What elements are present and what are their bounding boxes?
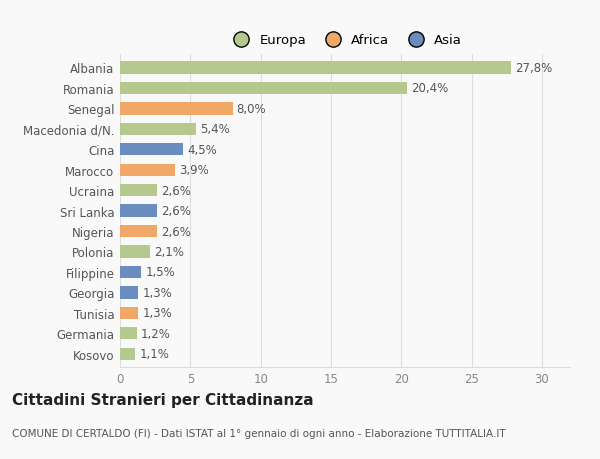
Bar <box>120 266 141 279</box>
Text: Cittadini Stranieri per Cittadinanza: Cittadini Stranieri per Cittadinanza <box>12 392 314 407</box>
Text: 4,5%: 4,5% <box>187 144 217 157</box>
Bar <box>120 327 137 340</box>
Bar <box>120 83 407 95</box>
Bar <box>120 225 157 238</box>
Bar <box>120 307 138 319</box>
Text: 1,5%: 1,5% <box>145 266 175 279</box>
Text: COMUNE DI CERTALDO (FI) - Dati ISTAT al 1° gennaio di ogni anno - Elaborazione T: COMUNE DI CERTALDO (FI) - Dati ISTAT al … <box>12 428 506 438</box>
Text: 2,6%: 2,6% <box>161 225 191 238</box>
Text: 2,6%: 2,6% <box>161 205 191 218</box>
Text: 1,2%: 1,2% <box>141 327 171 340</box>
Text: 3,9%: 3,9% <box>179 164 209 177</box>
Bar <box>120 286 138 299</box>
Bar <box>120 164 175 176</box>
Text: 8,0%: 8,0% <box>237 103 266 116</box>
Bar <box>120 185 157 197</box>
Text: 1,3%: 1,3% <box>143 286 172 299</box>
Bar <box>120 144 183 156</box>
Bar <box>120 348 136 360</box>
Text: 27,8%: 27,8% <box>515 62 553 75</box>
Text: 20,4%: 20,4% <box>411 82 448 95</box>
Text: 2,6%: 2,6% <box>161 184 191 197</box>
Bar <box>120 62 511 74</box>
Bar <box>120 123 196 136</box>
Bar <box>120 205 157 217</box>
Bar <box>120 246 149 258</box>
Text: 5,4%: 5,4% <box>200 123 230 136</box>
Text: 1,1%: 1,1% <box>140 347 170 360</box>
Legend: Europa, Africa, Asia: Europa, Africa, Asia <box>224 30 466 51</box>
Text: 2,1%: 2,1% <box>154 246 184 258</box>
Bar <box>120 103 233 115</box>
Text: 1,3%: 1,3% <box>143 307 172 319</box>
